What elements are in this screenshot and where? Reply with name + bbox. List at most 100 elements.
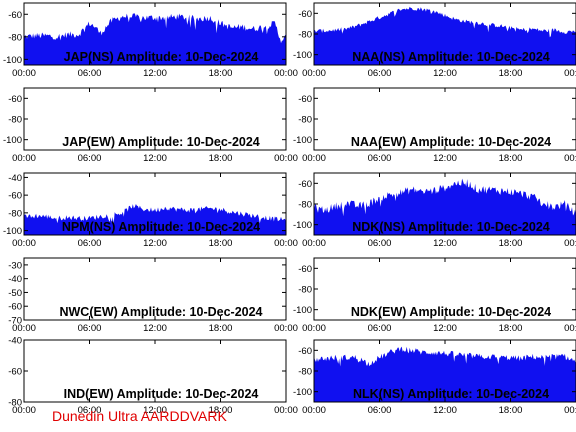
y-tick-label: -100	[3, 135, 22, 146]
amplitude-area	[24, 204, 286, 235]
x-tick-label: 18:00	[499, 405, 523, 416]
y-tick-label: -80	[8, 115, 22, 126]
y-tick-label: -40	[8, 336, 22, 347]
y-tick-label: -30	[8, 260, 22, 271]
amplitude-area	[24, 13, 286, 65]
x-tick-label: 18:00	[209, 405, 233, 416]
x-tick-label: 12:00	[143, 153, 167, 164]
y-tick-label: -40	[8, 274, 22, 285]
x-tick-label: 06:00	[368, 68, 392, 79]
chart-panel: -60 -80 -100 00:00 06:00 12:00 18:00 00:00 NDK(N…	[293, 172, 576, 249]
chart-panel: -60 -80 -100 00:00 06:00 12:00 18:00 00:00 NLK(N…	[293, 339, 576, 416]
x-tick-label: 00:00	[302, 238, 326, 249]
x-tick-label: 00:00	[302, 153, 326, 164]
x-tick-label: 06:00	[78, 323, 102, 334]
x-tick-label: 00:00	[302, 323, 326, 334]
amplitude-area	[314, 346, 576, 402]
x-tick-label: 00:00	[274, 323, 298, 334]
x-tick-label: 00:00	[302, 68, 326, 79]
x-tick-label: 12:00	[143, 238, 167, 249]
x-tick-label: 00:00	[12, 68, 36, 79]
x-tick-label: 06:00	[368, 153, 392, 164]
panel-title: IND(EW) Amplitude: 10-Dec-2024	[64, 387, 259, 401]
panel-title: NAA(NS) Amplitude: 10-Dec-2024	[352, 50, 550, 64]
y-tick-label: -60	[8, 302, 22, 313]
panel-title: NDK(EW) Amplitude: 10-Dec-2024	[351, 305, 551, 319]
footer-label: Dunedin Ultra AARDDVARK	[52, 408, 227, 424]
panel-title: JAP(NS) Amplitude: 10-Dec-2024	[64, 50, 259, 64]
x-tick-label: 18:00	[209, 68, 233, 79]
x-tick-label: 06:00	[368, 405, 392, 416]
y-tick-label: -80	[298, 200, 312, 211]
panel-title: NPM(NS) Amplitude: 10-Dec-2024	[62, 220, 260, 234]
x-tick-label: 18:00	[209, 238, 233, 249]
y-tick-label: -100	[3, 226, 22, 237]
x-tick-label: 06:00	[78, 153, 102, 164]
x-tick-label: 00:00	[274, 238, 298, 249]
x-tick-label: 12:00	[433, 405, 457, 416]
y-tick-label: -80	[298, 367, 312, 378]
panel-title: NLK(NS) Amplitude: 10-Dec-2024	[353, 387, 549, 401]
y-tick-label: -60	[8, 94, 22, 105]
x-tick-label: 06:00	[368, 323, 392, 334]
y-tick-label: -100	[293, 135, 312, 146]
x-tick-label: 18:00	[209, 323, 233, 334]
x-tick-label: 06:00	[78, 238, 102, 249]
y-tick-label: -100	[293, 220, 312, 231]
x-tick-label: 06:00	[78, 68, 102, 79]
x-tick-label: 12:00	[433, 323, 457, 334]
x-tick-label: 06:00	[78, 405, 102, 416]
x-tick-label: 12:00	[143, 323, 167, 334]
y-tick-label: -100	[293, 387, 312, 398]
y-tick-label: -60	[298, 94, 312, 105]
x-tick-label: 12:00	[433, 238, 457, 249]
x-tick-label: 00:00	[12, 405, 36, 416]
x-tick-label: 00:00	[12, 153, 36, 164]
y-tick-label: -80	[8, 398, 22, 409]
y-tick-label: -80	[298, 115, 312, 126]
x-tick-label: 18:00	[499, 153, 523, 164]
x-tick-label: 00:00	[302, 405, 326, 416]
y-tick-label: -60	[8, 10, 22, 21]
y-tick-label: -60	[298, 264, 312, 275]
y-tick-label: -80	[8, 208, 22, 219]
x-tick-label: 00:00	[564, 323, 576, 334]
x-tick-label: 12:00	[143, 405, 167, 416]
amplitude-area	[314, 6, 576, 66]
x-tick-label: 18:00	[499, 68, 523, 79]
panel-title: NWC(EW) Amplitude: 10-Dec-2024	[59, 305, 262, 319]
x-tick-label: 12:00	[143, 68, 167, 79]
x-tick-label: 00:00	[274, 68, 298, 79]
chart-panel: -60 -80 -100 00:00 06:00 12:00 18:00 00:00 NAA(E…	[293, 87, 576, 164]
x-tick-label: 06:00	[368, 238, 392, 249]
y-tick-label: -50	[8, 288, 22, 299]
chart-panel: -60 -80 -100 00:00 06:00 12:00 18:00 00:00 JAP(N…	[3, 2, 298, 79]
y-tick-label: -80	[298, 285, 312, 296]
y-tick-label: -60	[298, 9, 312, 20]
y-tick-label: -80	[298, 30, 312, 41]
y-tick-label: -100	[293, 305, 312, 316]
y-tick-label: -70	[8, 316, 22, 327]
x-tick-label: 00:00	[564, 405, 576, 416]
panel-title: JAP(EW) Amplitude: 10-Dec-2024	[62, 135, 260, 149]
panel-title: NDK(NS) Amplitude: 10-Dec-2024	[352, 220, 550, 234]
x-tick-label: 00:00	[12, 238, 36, 249]
y-tick-label: -60	[8, 367, 22, 378]
y-tick-label: -60	[298, 346, 312, 357]
x-tick-label: 00:00	[274, 153, 298, 164]
y-tick-label: -100	[293, 50, 312, 61]
panel-title: NAA(EW) Amplitude: 10-Dec-2024	[351, 135, 551, 149]
chart-panel: -60 -80 -100 00:00 06:00 12:00 18:00 00:00 NAA(N…	[293, 2, 576, 79]
y-tick-label: -40	[8, 173, 22, 184]
x-tick-label: 18:00	[209, 153, 233, 164]
y-tick-label: -100	[3, 55, 22, 66]
chart-panel: -60 -80 -100 00:00 06:00 12:00 18:00 00:00 JAP(E…	[3, 87, 298, 164]
x-tick-label: 00:00	[274, 405, 298, 416]
chart-panel: -60 -80 -100 00:00 06:00 12:00 18:00 00:00 NDK(E…	[293, 257, 576, 334]
x-tick-label: 12:00	[433, 68, 457, 79]
x-tick-label: 18:00	[499, 323, 523, 334]
